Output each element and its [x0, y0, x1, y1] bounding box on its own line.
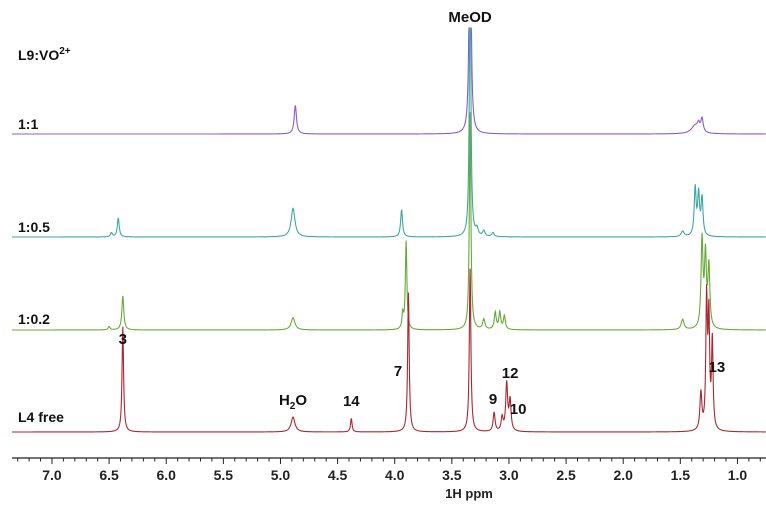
- x-tick-label: 5.0: [271, 467, 291, 483]
- peak-annotation-base: H: [279, 392, 290, 409]
- trace-label-3: 1:0.2: [18, 311, 50, 327]
- peak-annotation-7: 12: [502, 365, 519, 382]
- peak-annotation-subscript: 2: [290, 401, 296, 412]
- spectrum-trace-1: [12, 27, 766, 135]
- x-tick-label: 3.5: [442, 467, 462, 483]
- trace-labels: L9:VO2+ 1:1 1:0.5 1:0.2 L4 free: [18, 46, 71, 425]
- peak-annotation-9: 13: [709, 359, 726, 376]
- x-tick-label: 1.0: [728, 467, 748, 483]
- x-axis-title: 1H ppm: [445, 486, 493, 501]
- legend-title: L9:VO2+: [18, 46, 71, 63]
- peak-annotation-6: 9: [489, 391, 497, 408]
- peak-annotation-3: H2O: [279, 392, 307, 412]
- spectrum-trace-4: [12, 268, 766, 433]
- x-tick-label: 6.5: [99, 467, 119, 483]
- trace-label-2: 1:0.5: [18, 219, 50, 235]
- legend-title-base: L9:VO: [18, 47, 59, 63]
- x-tick-label: 4.5: [328, 467, 348, 483]
- x-tick-label: 5.5: [214, 467, 234, 483]
- x-tick-label: 2.5: [556, 467, 576, 483]
- legend-title-superscript: 2+: [59, 46, 71, 57]
- trace-label-4: L4 free: [18, 409, 64, 425]
- spectrum-trace-2: [12, 27, 766, 238]
- x-axis-ticks: 7.0 6.5 6.0 5.5 5.0 4.5 4.0 3.5 3.0 2.5 2.0 1.5 1.0: [17, 458, 761, 483]
- x-tick-label: 1.5: [671, 467, 691, 483]
- peak-annotation-8: 10: [510, 401, 527, 418]
- peak-annotation-2: 3: [119, 331, 127, 348]
- x-tick-label: 3.0: [499, 467, 519, 483]
- peak-annotation-tail: O: [295, 392, 307, 409]
- x-tick-label: 2.0: [613, 467, 633, 483]
- peak-annotation-1: MeOD: [448, 9, 492, 26]
- x-axis: 7.0 6.5 6.0 5.5 5.0 4.5 4.0 3.5 3.0 2.5 2.0 1.5 1.0 …: [12, 457, 766, 501]
- spectrum-traces: [12, 27, 766, 433]
- spectrum-trace-3: [12, 112, 766, 331]
- trace-label-1: 1:1: [18, 116, 38, 132]
- x-tick-label: 4.0: [385, 467, 405, 483]
- x-tick-label: 7.0: [42, 467, 62, 483]
- peak-annotations: MeOD 3 H2O 14 7 9 12 10 13: [119, 9, 726, 418]
- x-tick-label: 6.0: [156, 467, 176, 483]
- peak-annotation-4: 14: [343, 393, 360, 410]
- peak-annotation-5: 7: [394, 363, 402, 380]
